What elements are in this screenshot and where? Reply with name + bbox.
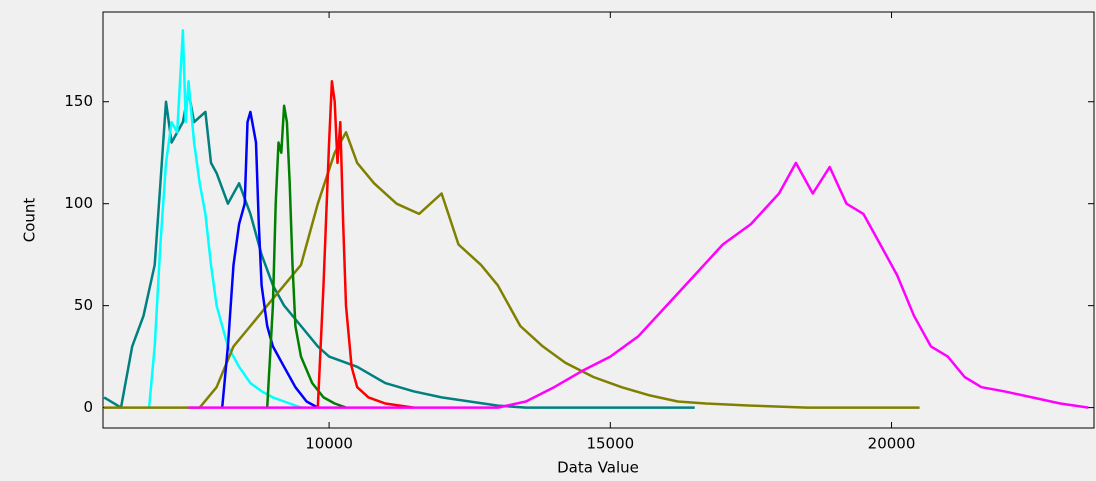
y-tick-label: 0 xyxy=(83,398,93,416)
y-tick-label: 150 xyxy=(64,92,93,110)
series-line xyxy=(316,80,414,409)
x-tick-label: 10000 xyxy=(305,435,353,453)
x-tick-label: 15000 xyxy=(586,435,634,453)
series-line xyxy=(103,90,695,409)
plot-frame xyxy=(102,11,1095,429)
x-tick-label: 20000 xyxy=(868,435,916,453)
y-tick-label: 50 xyxy=(74,296,93,314)
series-line xyxy=(188,161,1089,409)
series-line xyxy=(220,110,319,409)
y-axis-label: Count xyxy=(21,198,39,243)
y-tick-label: 100 xyxy=(64,194,93,212)
x-axis-label: Data Value xyxy=(557,459,639,477)
